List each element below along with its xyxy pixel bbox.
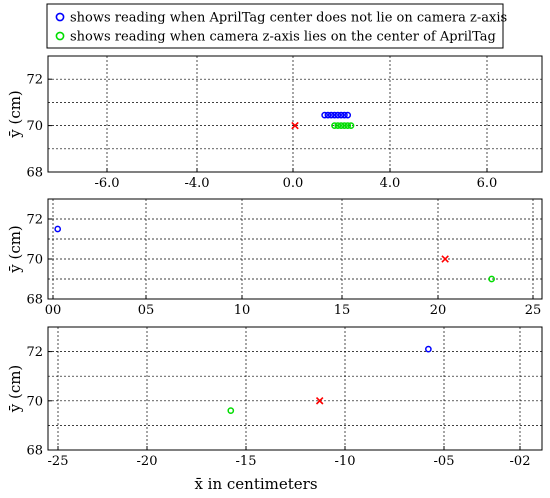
data-point-series-2 (227, 407, 235, 414)
plot-frame (47, 326, 543, 451)
panel-3: 68 70 72 -25 -20 -15 -10 -05 -02 ȳ (cm) (6, 326, 543, 469)
panels: 68 70 72 -6.0 -4.0 0.0 4.0 6.0 ȳ (cm) 68 70 72 00 05 1… (6, 55, 543, 469)
x-tick-label: 4.0 (380, 176, 401, 191)
data-point-series-1 (344, 111, 352, 119)
data-point-series-2 (347, 122, 355, 129)
x-tick-label: -02 (510, 454, 531, 469)
x-tick-label: -05 (434, 454, 455, 469)
plot-frame (47, 55, 543, 173)
reference-point-marker (291, 121, 299, 130)
x-tick-label: -4.0 (184, 176, 209, 191)
y-tick-label: 70 (26, 253, 43, 268)
data-point-series-1 (334, 111, 342, 119)
data-point-series-2 (341, 122, 348, 129)
data-point-series-1 (341, 111, 348, 119)
y-tick-label: 70 (26, 119, 43, 134)
panel-2: 68 70 72 00 05 10 15 20 25 ȳ (cm) (6, 198, 543, 318)
legend: shows reading when AprilTag center does … (46, 3, 507, 49)
data-point-series-1 (327, 111, 335, 119)
data-point-series-2 (337, 122, 345, 129)
y-tick-label: 72 (26, 345, 43, 360)
y-tick-label: 68 (26, 293, 43, 308)
legend-marker-blue (55, 12, 65, 22)
data-point-series-1 (337, 111, 345, 119)
y-axis-label: ȳ (cm) (6, 225, 24, 274)
x-tick-label: 20 (430, 303, 447, 318)
x-tick-label: -20 (137, 454, 158, 469)
y-axis-label: ȳ (cm) (6, 90, 24, 139)
x-tick-label: 00 (45, 303, 62, 318)
legend-box (46, 3, 504, 49)
data-point-series-2 (488, 275, 495, 283)
y-tick-label: 70 (26, 394, 43, 409)
y-tick-label: 68 (26, 444, 43, 459)
y-axis-label: ȳ (cm) (6, 365, 24, 414)
legend-label-blue: shows reading when AprilTag center does … (70, 11, 507, 26)
data-point-series-2 (344, 122, 352, 129)
data-point-series-1 (425, 345, 432, 353)
y-tick-label: 68 (26, 166, 43, 181)
x-axis-label: x̄ in centimeters (194, 475, 317, 493)
legend-label-green: shows reading when camera z-axis lies on… (70, 30, 496, 45)
x-tick-label: -15 (236, 454, 257, 469)
x-tick-label: 05 (138, 303, 155, 318)
data-point-series-1 (321, 111, 328, 119)
x-tick-label: -6.0 (94, 176, 119, 191)
x-tick-label: -25 (48, 454, 69, 469)
y-tick-label: 72 (26, 73, 43, 88)
x-tick-label: 0.0 (283, 176, 304, 191)
x-tick-label: 6.0 (477, 176, 498, 191)
data-point-series-2 (331, 122, 338, 129)
x-tick-label: 25 (525, 303, 542, 318)
legend-marker-green (55, 31, 65, 41)
data-point-series-1 (54, 225, 62, 233)
panel-1: 68 70 72 -6.0 -4.0 0.0 4.0 6.0 ȳ (cm) (6, 55, 543, 191)
x-tick-label: 10 (234, 303, 251, 318)
x-tick-label: 15 (334, 303, 351, 318)
data-point-series-2 (334, 122, 342, 129)
reference-point-marker (441, 255, 449, 263)
y-tick-label: 72 (26, 213, 43, 228)
reference-point-marker (315, 397, 324, 405)
plot-frame (47, 198, 543, 300)
data-point-series-1 (324, 111, 332, 119)
x-tick-label: -10 (335, 454, 356, 469)
data-point-series-1 (331, 111, 338, 119)
